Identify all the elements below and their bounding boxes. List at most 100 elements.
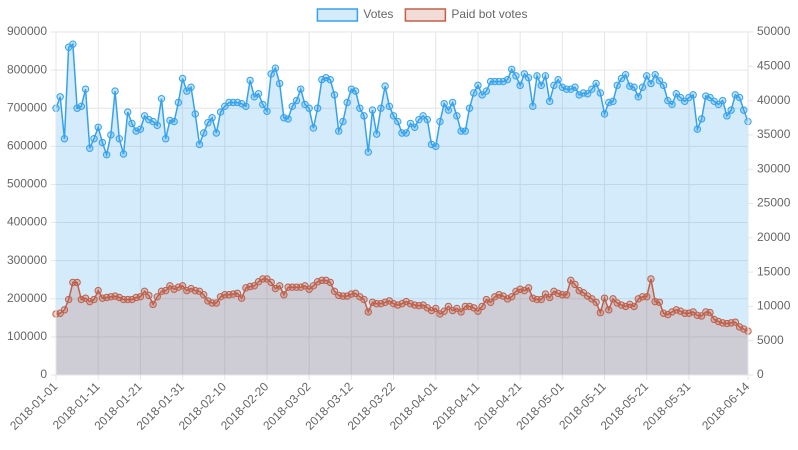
data-point [381,298,389,306]
data-point [385,102,394,111]
data-point [651,70,659,79]
data-point [537,81,545,90]
data-point [524,284,533,292]
data-point [292,96,301,105]
data-point [111,292,119,300]
data-point [432,142,440,151]
data-point [427,140,436,149]
y2-tick-label: 0 [757,367,764,381]
data-point [596,89,605,97]
data-point [284,115,292,123]
data-point [212,129,221,137]
data-point [659,81,668,90]
y2-tick-label: 5000 [757,333,784,347]
data-point [343,98,351,107]
data-point [562,291,571,299]
data-point [174,98,183,107]
legend-item: Votes [316,7,393,22]
data-point [297,283,305,291]
data-point [537,295,545,304]
data-point [702,92,710,100]
data-point [145,291,153,300]
data-point [600,110,609,118]
data-point [149,300,157,309]
data-point [381,82,389,90]
legend-swatch [316,8,359,22]
data-point [394,117,402,126]
data-point [162,135,170,143]
data-point [69,40,77,48]
data-point [343,292,351,300]
data-point [600,294,609,302]
data-point [313,278,322,286]
data-point [360,295,368,304]
data-point [550,287,558,296]
data-point [613,81,621,90]
data-point [73,104,81,112]
data-point [706,308,714,317]
data-point [731,318,740,326]
data-point [554,75,562,84]
data-point [533,72,541,80]
data-point [339,117,347,126]
data-point [508,65,516,74]
data-point [170,117,178,126]
y2-tick-label: 35000 [757,127,791,141]
data-point [508,293,516,301]
data-point [710,315,718,324]
data-point [647,275,655,283]
data-point [478,302,486,311]
data-point [583,90,592,98]
y-tick-label: 0 [40,367,47,381]
data-point [242,102,250,111]
data-point [634,93,642,101]
data-point [136,293,145,301]
data-point [512,72,520,80]
data-point [465,302,474,311]
data-point [676,307,685,315]
data-point [322,276,330,285]
data-point [275,79,284,88]
data-point [693,125,702,133]
data-point [389,299,398,308]
data-point [145,115,153,124]
y2-tick-label: 10000 [757,299,791,313]
data-point [482,87,491,95]
data-point [305,104,313,112]
data-point [402,129,410,137]
data-point [545,97,554,106]
data-point [432,304,440,313]
data-point [617,301,626,309]
data-point [486,298,495,306]
data-point [90,295,98,304]
data-point [495,291,503,299]
data-point [554,289,562,298]
data-point [115,135,123,143]
data-point [191,110,199,118]
data-point [124,108,132,116]
data-point [491,293,499,301]
data-point [77,102,86,111]
data-point [672,306,680,314]
data-point [254,90,263,98]
data-point [166,116,174,125]
data-point [592,298,600,306]
y2-tick-label: 15000 [757,264,791,278]
data-point [503,75,512,84]
data-point [718,96,727,105]
data-point [313,104,322,112]
data-point [73,278,81,287]
data-point [613,299,621,307]
data-point [689,91,697,99]
data-point [723,112,731,120]
data-point [516,285,524,293]
data-point [81,85,90,93]
data-point [621,70,630,79]
data-point [242,284,250,292]
data-point [199,129,208,137]
data-point [558,83,567,91]
data-point [626,300,634,309]
data-point [630,83,638,91]
data-point [423,115,432,124]
data-point [187,284,195,293]
